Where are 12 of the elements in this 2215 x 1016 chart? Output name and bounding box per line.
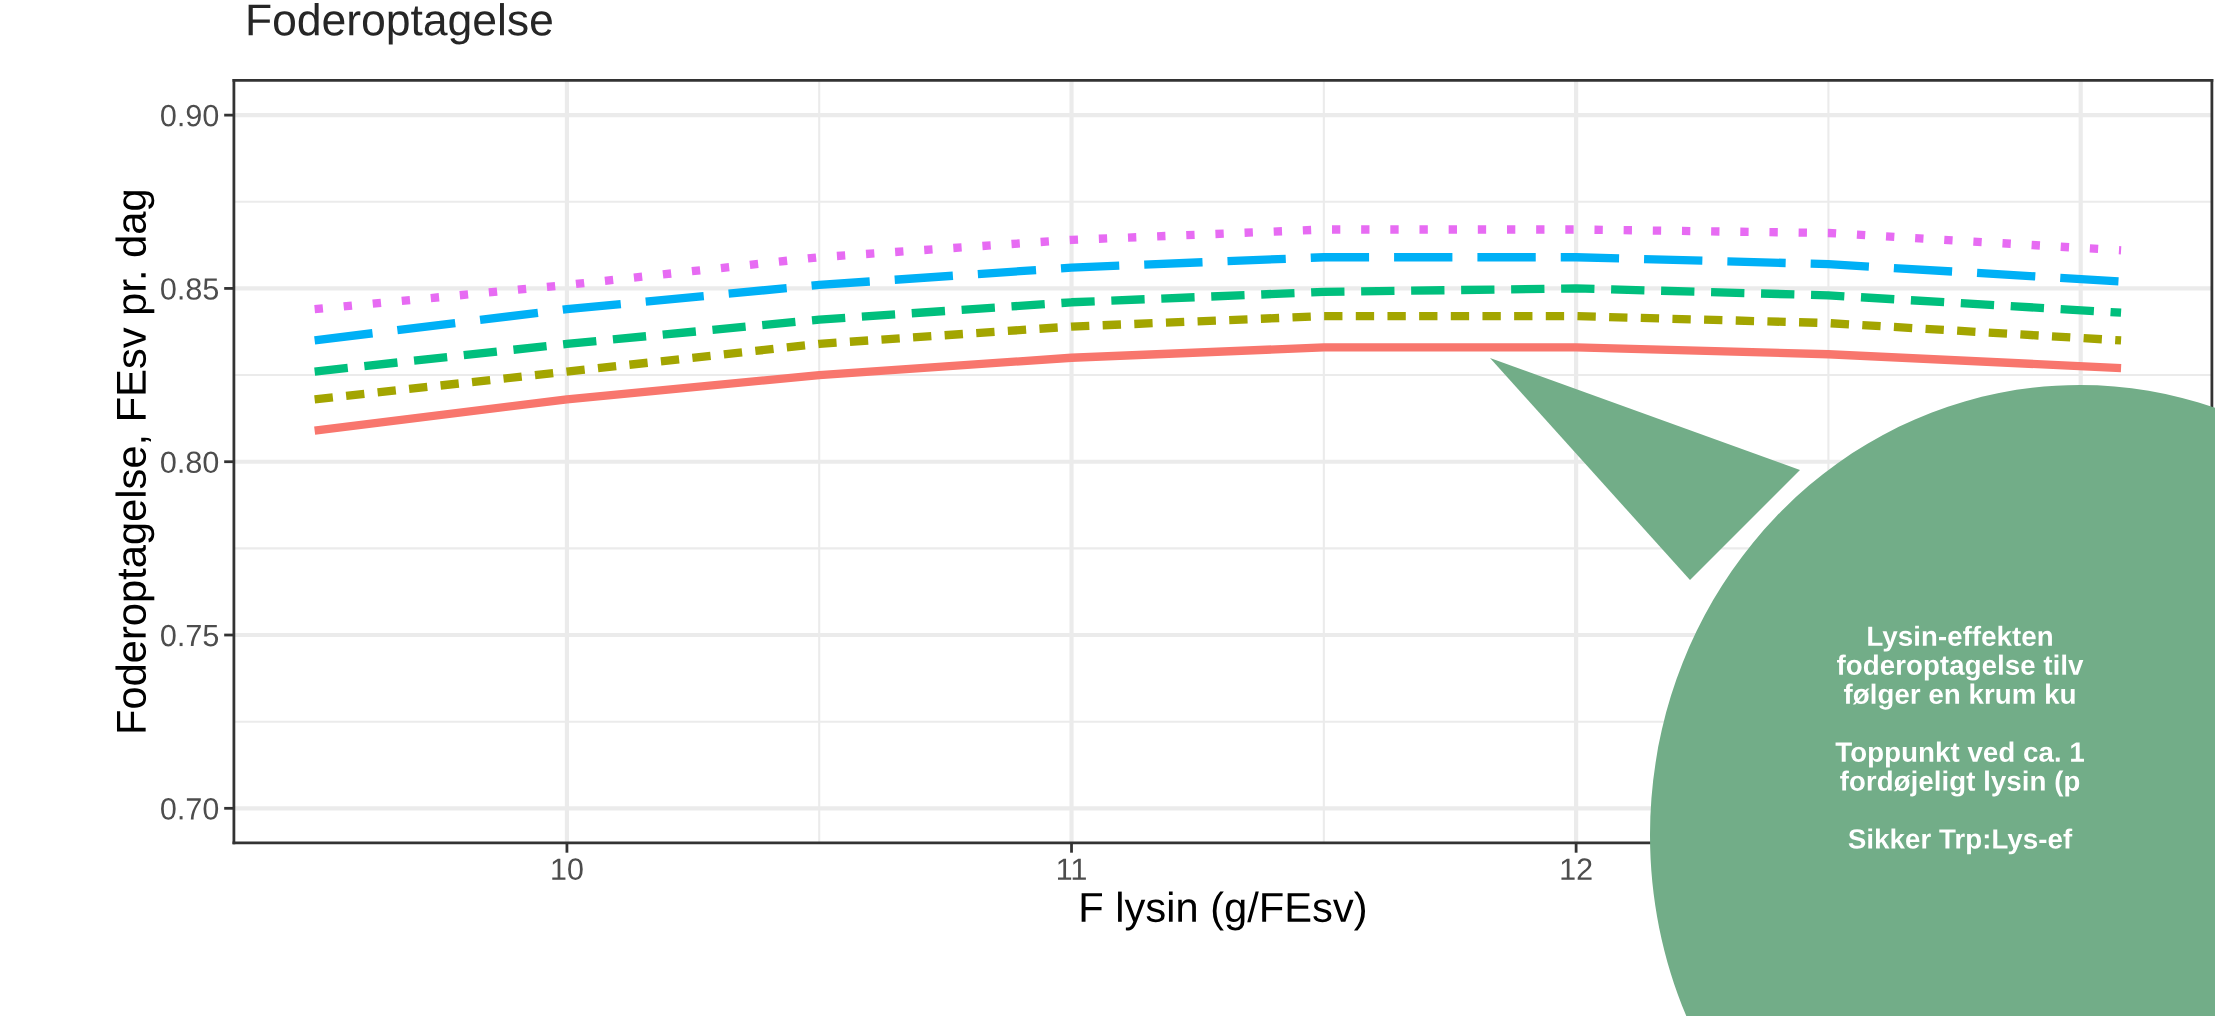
- y-axis-title: Foderoptagelse, FEsv pr. dag: [115, 191, 155, 732]
- x-tick-label: 10: [552, 858, 583, 880]
- y-tick-label: 0.80: [161, 451, 219, 474]
- annotation: Lysin-effekten foderoptagelse tilv følger en krum ku Toppunkt ved ca. 1 fordøjeligt lysin (p Sikker Trp:Lys-ef: [1835, 625, 2085, 855]
- x-axis-title: F lysin (g/FEsv): [1081, 891, 1366, 931]
- y-tick-label: 0.75: [161, 624, 219, 647]
- x-tick-label: 11: [1057, 858, 1086, 880]
- chart-title: Foderoptagelse: [248, 3, 552, 45]
- y-tick-label: 0.90: [161, 104, 219, 127]
- x-tick-label: 12: [1561, 858, 1592, 880]
- y-tick-label: 0.85: [161, 278, 219, 300]
- y-tick-label: 0.70: [161, 798, 219, 820]
